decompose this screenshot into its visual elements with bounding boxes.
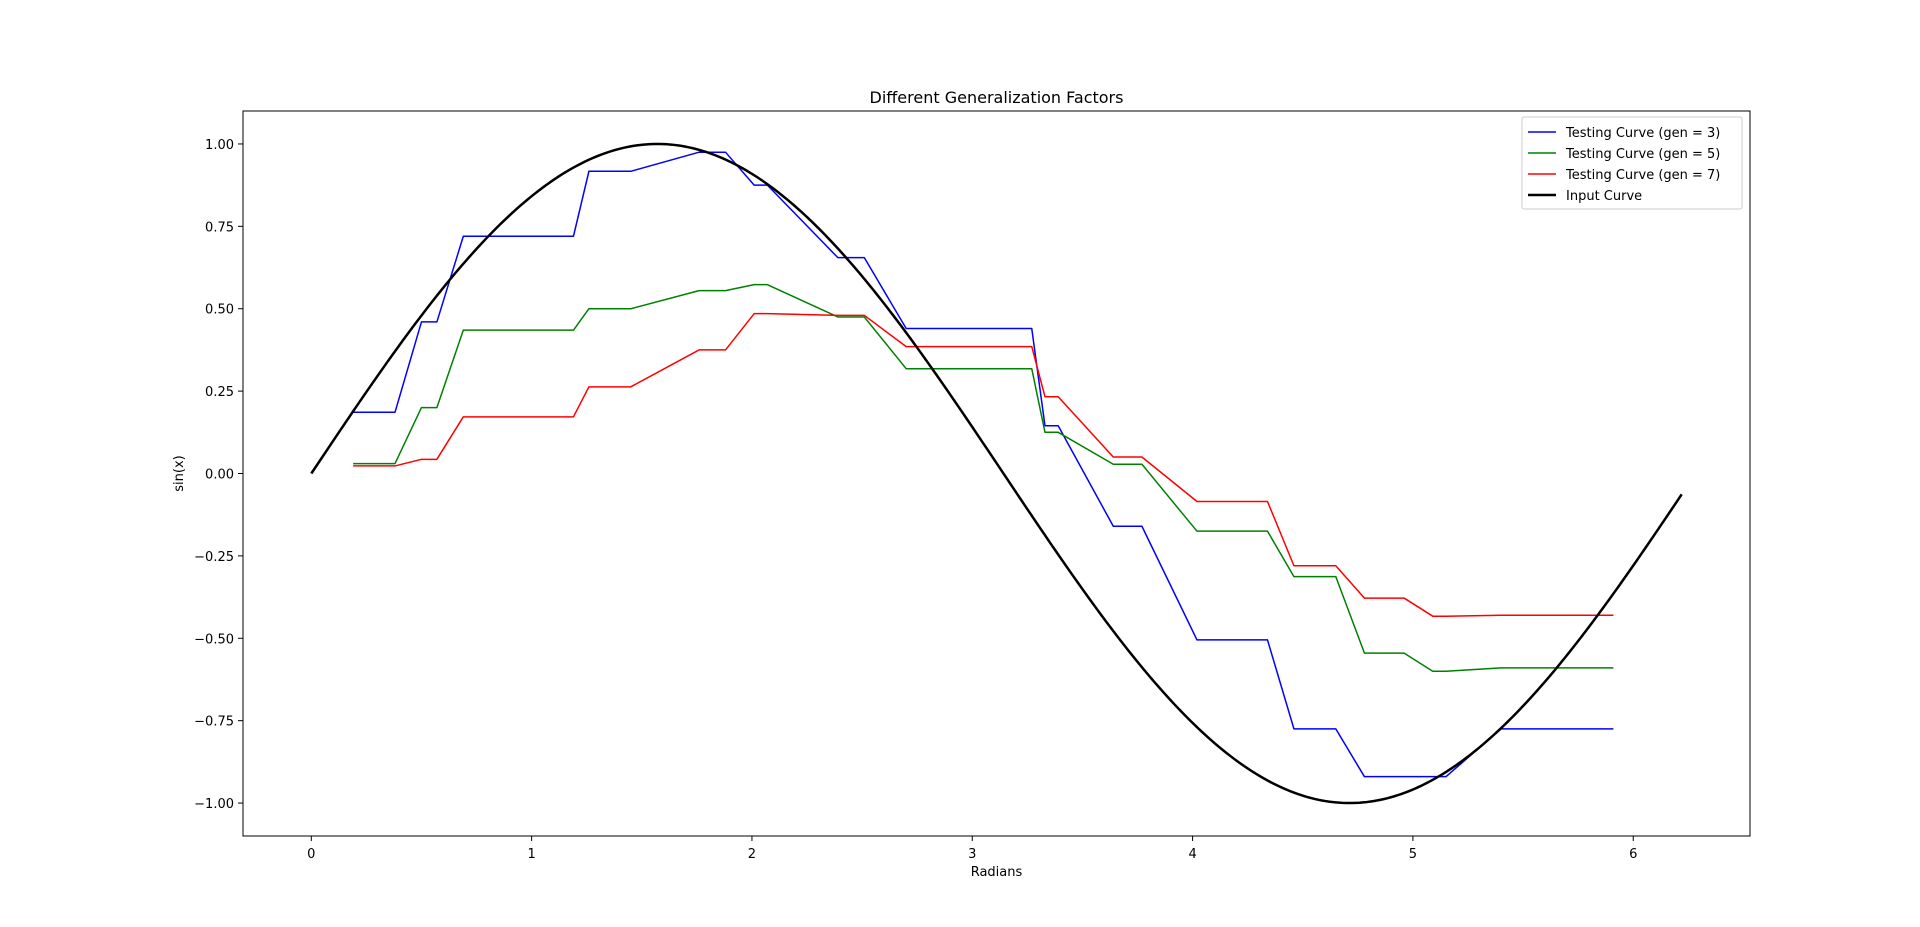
series-layer: [310, 142, 1683, 805]
x-axis-title: Radians: [971, 865, 1023, 880]
y-tick-label: 0.50: [205, 303, 234, 318]
x-tick-label: 5: [1409, 847, 1417, 862]
chart-title: Different Generalization Factors: [870, 88, 1124, 107]
y-tick-label: 1.00: [205, 138, 234, 153]
y-tick-label: −0.25: [194, 550, 234, 565]
x-tick-label: 4: [1188, 847, 1196, 862]
y-tick-label: −0.50: [194, 632, 234, 647]
y-axis-title: sin(x): [172, 455, 187, 491]
series-line-2: [353, 283, 1614, 672]
y-tick-label: −1.00: [194, 797, 234, 812]
legend-label: Testing Curve (gen = 3): [1565, 126, 1720, 141]
x-tick-label: 1: [527, 847, 535, 862]
x-tick-label: 2: [748, 847, 756, 862]
y-axis-ticks: 1.00 0.75 0.50 0.25 0.00 −0.25 −0.50 −0.75 −1.00: [194, 138, 243, 812]
legend: Testing Curve (gen = 3) Testing Curve (ge…: [1521, 116, 1743, 210]
legend-label: Testing Curve (gen = 7): [1565, 168, 1720, 183]
y-tick-label: 0.75: [205, 220, 234, 235]
y-tick-label: 0.25: [205, 385, 234, 400]
x-axis-ticks: 0 1 2 3 4 5 6: [307, 836, 1637, 862]
x-tick-label: 0: [307, 847, 315, 862]
legend-label: Input Curve: [1566, 189, 1642, 204]
legend-box: [1521, 116, 1743, 210]
series-line-3: [353, 312, 1614, 617]
x-tick-label: 3: [968, 847, 976, 862]
series-line-1: [353, 151, 1614, 778]
y-tick-label: 0.00: [205, 468, 234, 483]
series-line-4: [310, 142, 1683, 805]
x-tick-label: 6: [1629, 847, 1637, 862]
y-tick-label: −0.75: [194, 715, 234, 730]
legend-label: Testing Curve (gen = 5): [1565, 147, 1720, 162]
